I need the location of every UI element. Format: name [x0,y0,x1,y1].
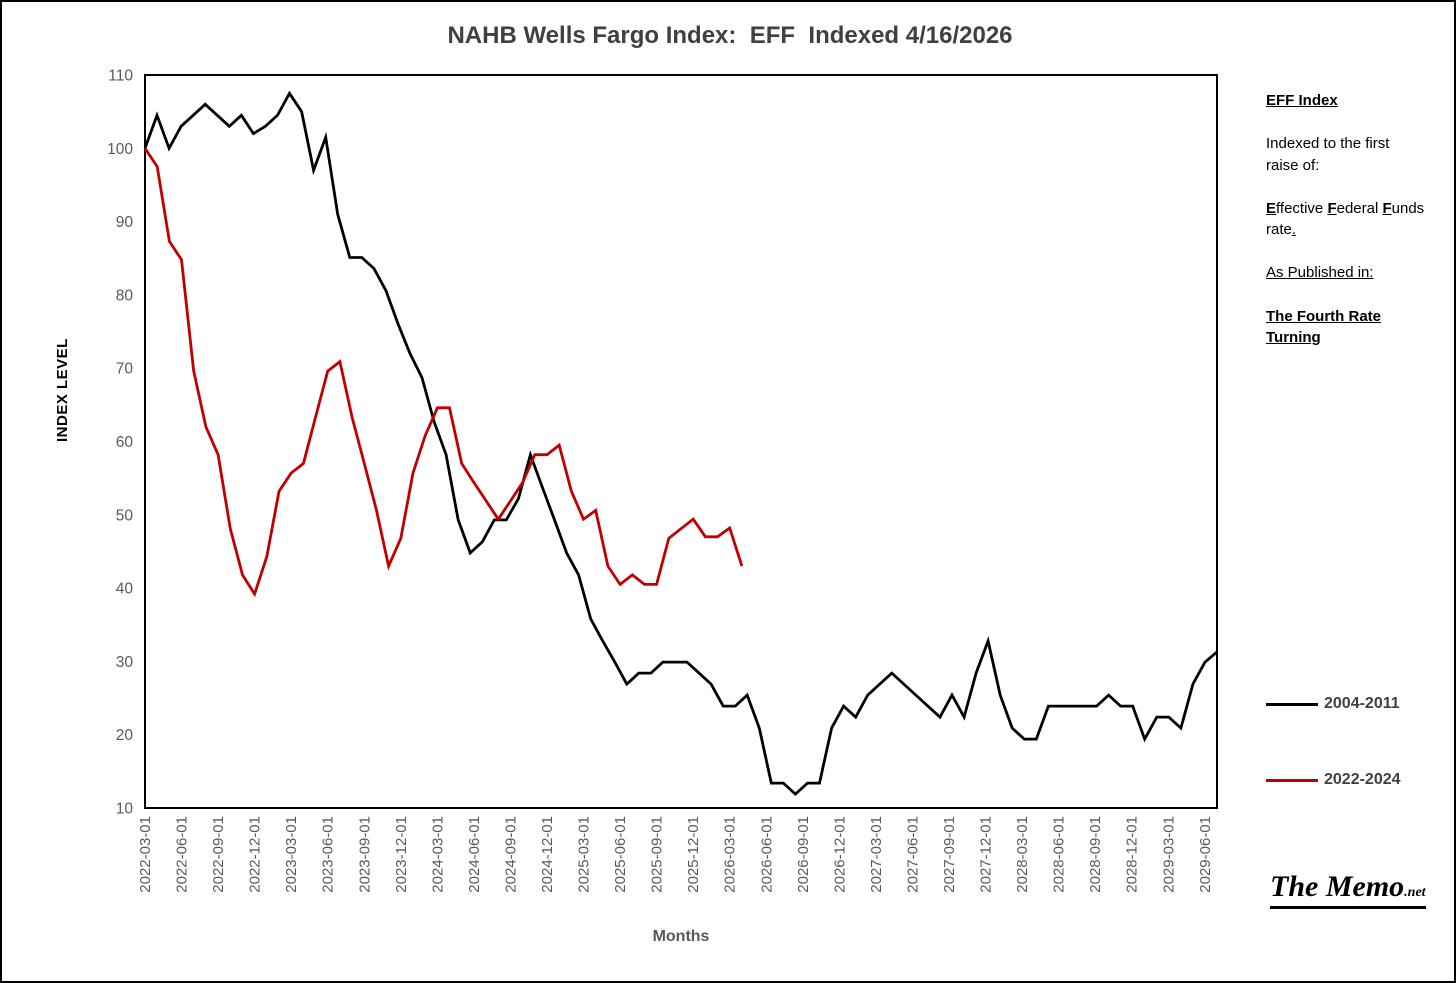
legend-line-swatch-black [1266,702,1318,706]
y-tick-label: 10 [116,801,134,818]
text-segment: . [1291,221,1297,239]
x-tick-label: 2027-06-01 [904,816,921,893]
legend-label: 2004-2011 [1324,695,1400,712]
x-tick-label: 2025-12-01 [685,816,702,893]
y-tick-label: 90 [116,214,134,231]
x-tick-label: 2028-09-01 [1087,816,1104,893]
x-tick-label: 2026-12-01 [831,816,848,893]
chart-title: NAHB Wells Fargo Index: EFF Indexed 4/16… [447,22,1013,49]
watermark-the-memo: The Memo.net [1270,870,1426,909]
text-segment: ffective [1276,199,1328,217]
watermark-main: The Memo [1270,870,1405,903]
x-tick-label: 2026-03-01 [722,816,739,893]
x-tick-label: 2022-06-01 [174,816,191,893]
x-tick-label: 2026-09-01 [795,816,812,893]
x-tick-label: 2022-12-01 [247,816,264,893]
x-tick-label: 2023-06-01 [320,816,337,893]
text-segment: ederal [1336,199,1383,217]
x-tick-label: 2025-09-01 [649,816,666,893]
x-tick-label: 2023-12-01 [393,816,410,893]
x-tick-label: 2022-03-01 [137,816,154,893]
x-tick-label: 2024-09-01 [502,816,519,893]
legend-label: 2022-2024 [1324,771,1401,788]
text-segment: F [1327,199,1337,217]
text-segment: unds rate [1266,199,1425,239]
x-tick-label: 2027-12-01 [978,816,995,893]
text-segment: F [1382,199,1392,217]
series-line-2004-2011 [143,90,1218,796]
side-panel: EFF Index Indexed to the first raise of:… [1266,90,1426,370]
side-panel-heading: EFF Index [1266,92,1338,109]
y-tick-label: 70 [116,361,134,378]
x-tick-label: 2027-03-01 [868,816,885,893]
x-tick-label: 2029-06-01 [1197,816,1214,893]
legend-item-2022-2024: 2022-2024 [1266,768,1436,792]
x-tick-label: 2028-06-01 [1051,816,1068,893]
y-tick-label: 110 [108,68,133,85]
x-tick-label: 2027-09-01 [941,816,958,893]
x-tick-label: 2023-09-01 [356,816,373,893]
x-tick-label: 2028-12-01 [1124,816,1141,893]
x-tick-label: 2022-09-01 [210,816,227,893]
side-panel-paragraph-eff: Effective Federal Funds rate. [1266,198,1426,241]
chart-legend: 2004-2011 2022-2024 [1266,692,1436,844]
x-tick-label: 2029-03-01 [1160,816,1177,893]
x-tick-label: 2026-06-01 [758,816,775,893]
x-axis-title: Months [652,928,710,945]
x-tick-label: 2025-03-01 [576,816,593,893]
x-tick-label: 2024-03-01 [429,816,446,893]
y-tick-label: 60 [116,434,134,451]
side-panel-paragraph-indexed: Indexed to the first raise of: [1266,135,1390,174]
plot-border [144,74,1218,809]
y-tick-label: 40 [116,581,134,598]
y-tick-label: 80 [116,287,134,304]
series-line-2022-2024 [143,147,744,598]
x-tick-label: 2028-03-01 [1014,816,1031,893]
watermark-suffix: .net [1404,885,1426,900]
legend-line-swatch-red [1266,778,1318,782]
text-segment: E [1266,199,1277,217]
y-tick-label: 50 [116,507,134,524]
x-tick-label: 2025-06-01 [612,816,629,893]
x-tick-label: 2023-03-01 [283,816,300,893]
side-panel-paragraph-published: As Published in: [1266,264,1374,282]
legend-item-2004-2011: 2004-2011 [1266,692,1436,716]
side-panel-paragraph-book-title: The Fourth Rate Turning [1266,307,1381,347]
y-tick-label: 30 [116,654,134,671]
y-tick-label: 20 [116,727,134,744]
x-tick-label: 2024-06-01 [466,816,483,893]
x-tick-label: 2024-12-01 [539,816,556,893]
y-tick-label: 100 [107,141,133,158]
